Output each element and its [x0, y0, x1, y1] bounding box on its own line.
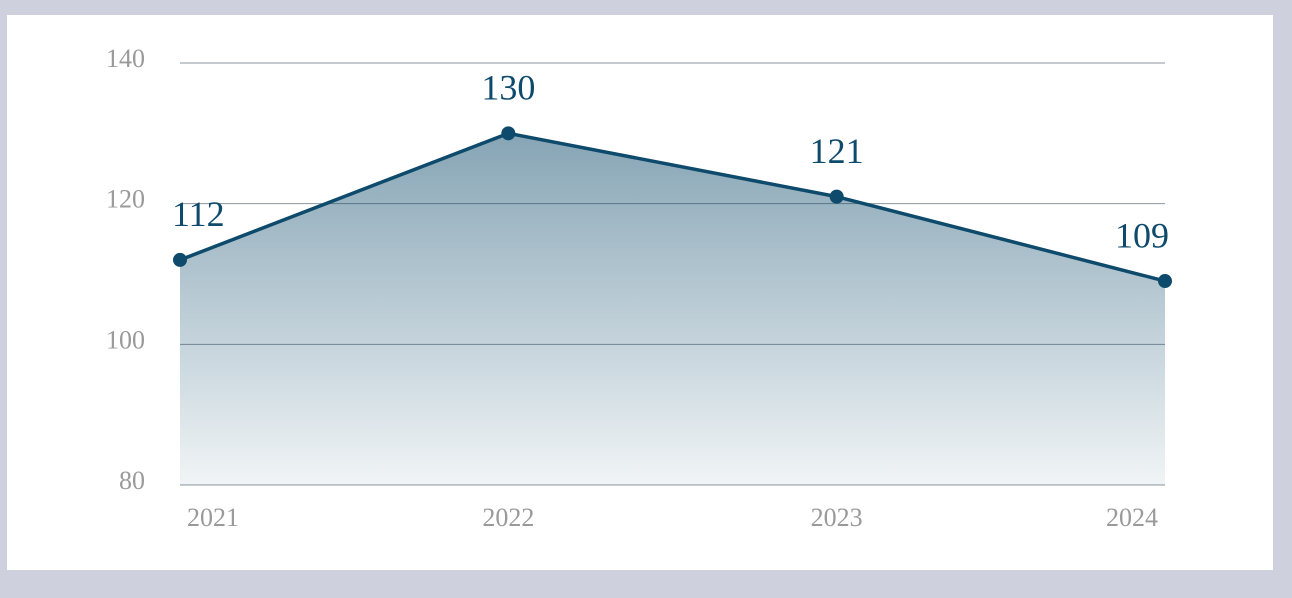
point	[829, 189, 844, 204]
x-tick-label: 2022	[482, 503, 534, 532]
area	[180, 133, 1165, 486]
value-label: 109	[1115, 215, 1169, 255]
x-tick-label: 2023	[811, 503, 863, 532]
y-tick-label: 140	[106, 44, 145, 73]
point	[173, 252, 187, 267]
point	[1158, 274, 1172, 289]
point	[501, 126, 516, 141]
y-tick-label: 120	[106, 185, 145, 214]
value-label: 130	[481, 68, 535, 108]
value-label: 121	[810, 131, 864, 171]
line	[179, 131, 1166, 283]
y-tick-label: 80	[119, 466, 145, 495]
x-tick-label: 2021	[187, 503, 239, 532]
x-tick-label: 2024	[1106, 503, 1158, 532]
y-tick-label: 100	[106, 325, 145, 354]
value-label: 112	[172, 194, 225, 234]
